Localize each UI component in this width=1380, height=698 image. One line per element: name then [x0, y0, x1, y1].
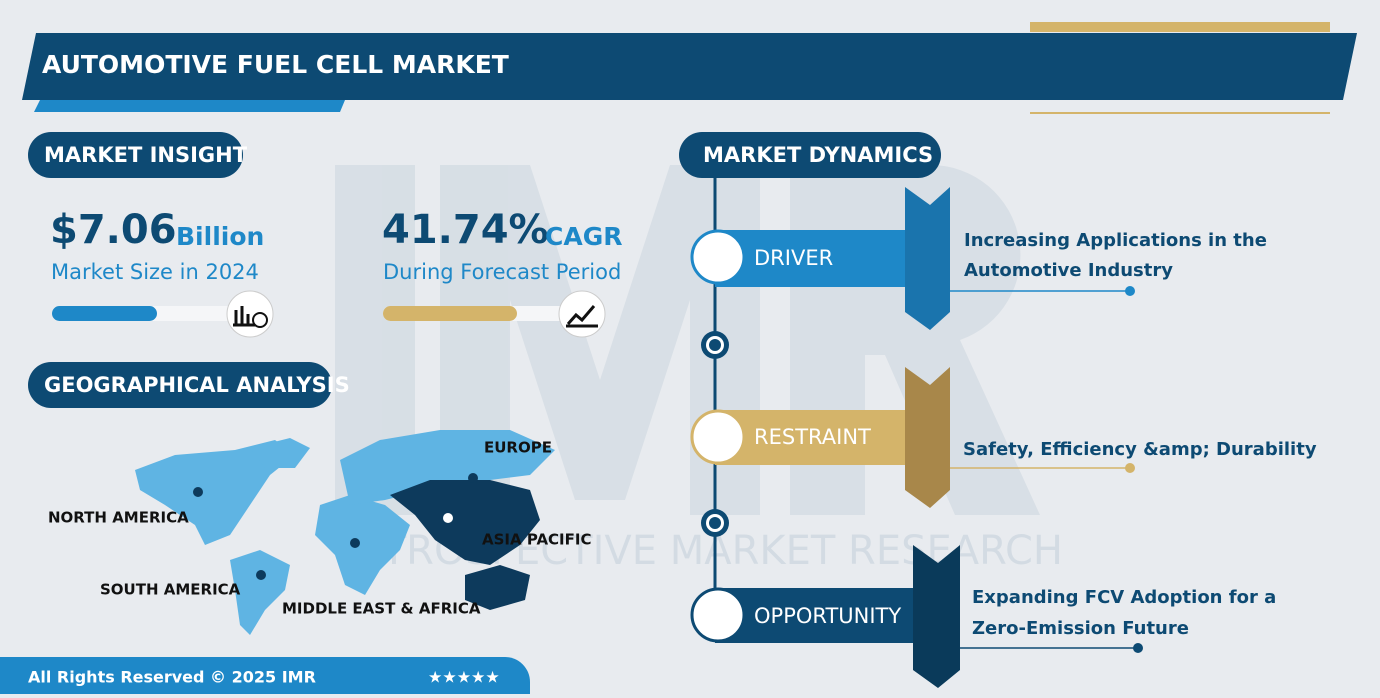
region-label: NORTH AMERICA: [48, 509, 189, 527]
icon-glyph: [233, 306, 257, 327]
region-label: ASIA PACIFIC: [482, 531, 591, 549]
dynamic-text: Expanding FCV Adoption for a: [972, 587, 1276, 608]
cagr-unit: CAGR: [545, 222, 622, 251]
restraint-icon: [690, 409, 746, 465]
shape: [709, 339, 721, 351]
icon-glyph: [566, 305, 598, 328]
region-label: MIDDLE EAST & AFRICA: [282, 600, 481, 618]
dynamic-label: DRIVER: [754, 246, 833, 270]
region-label: EUROPE: [484, 439, 552, 457]
shape: [250, 438, 310, 468]
dynamic-label: RESTRAINT: [754, 425, 871, 449]
opportunity-fold: [913, 545, 960, 688]
opportunity-band: [715, 588, 920, 643]
section-pill: [28, 362, 332, 408]
title-underline: [34, 100, 345, 112]
driver-band: [715, 230, 910, 287]
market-size-label: Market Size in 2024: [51, 260, 259, 284]
section-pill: [679, 132, 941, 178]
icon: [558, 290, 606, 338]
driver-icon: [690, 229, 746, 285]
connector-dot: [1125, 463, 1135, 473]
driver-fold: [905, 187, 950, 330]
shape: [135, 440, 295, 545]
shape: [709, 517, 721, 529]
world-map: [135, 430, 555, 635]
restraint-fold: [905, 367, 950, 508]
title: AUTOMOTIVE FUEL CELL MARKET: [42, 50, 509, 79]
progress-fill: [383, 306, 517, 321]
shape: [465, 565, 530, 610]
section-heading: MARKET INSIGHT: [44, 143, 248, 167]
timeline-node: [701, 509, 729, 537]
shape: [193, 487, 203, 497]
dynamic-text: Increasing Applications in the: [964, 230, 1267, 251]
market-size-unit: Billion: [176, 222, 264, 251]
footer-bar: [0, 657, 530, 694]
market-size-value: $7.06: [50, 207, 177, 253]
cagr-value: 41.74%: [382, 207, 549, 253]
restraint-band: [715, 410, 910, 465]
dynamic-text: Zero-Emission Future: [972, 618, 1189, 639]
opportunity-icon: [690, 587, 746, 643]
progress-fill: [52, 306, 157, 321]
map-pin: [443, 513, 453, 523]
shape: [468, 473, 478, 483]
connector-dot: [1125, 286, 1135, 296]
shape: [315, 495, 410, 595]
section-heading: MARKET DYNAMICS: [703, 143, 933, 167]
map-pins: [193, 473, 478, 580]
shape: [340, 430, 555, 505]
icon-glyph: [252, 312, 268, 328]
timeline-node: [701, 331, 729, 359]
dynamic-label: OPPORTUNITY: [754, 604, 901, 628]
shape: [256, 570, 266, 580]
shape: [440, 165, 760, 515]
dynamic-text: Automotive Industry: [964, 260, 1173, 281]
accent-bar: [1030, 22, 1330, 32]
footer-rating: ★★★★★: [428, 668, 500, 687]
section-pill: [28, 132, 243, 178]
section-heading: GEOGRAPHICAL ANALYSIS: [44, 373, 350, 397]
icon: [226, 290, 274, 338]
shape: [230, 550, 290, 635]
title-banner: [22, 33, 1357, 100]
region-label: SOUTH AMERICA: [100, 581, 241, 599]
footer-copyright: All Rights Reserved © 2025 IMR: [28, 668, 316, 687]
dynamic-text: Safety, Efficiency &amp; Durability: [963, 439, 1317, 460]
shape: [350, 538, 360, 548]
asia-map: [390, 480, 540, 565]
connector-dot: [1133, 643, 1143, 653]
cagr-label: During Forecast Period: [383, 260, 621, 284]
